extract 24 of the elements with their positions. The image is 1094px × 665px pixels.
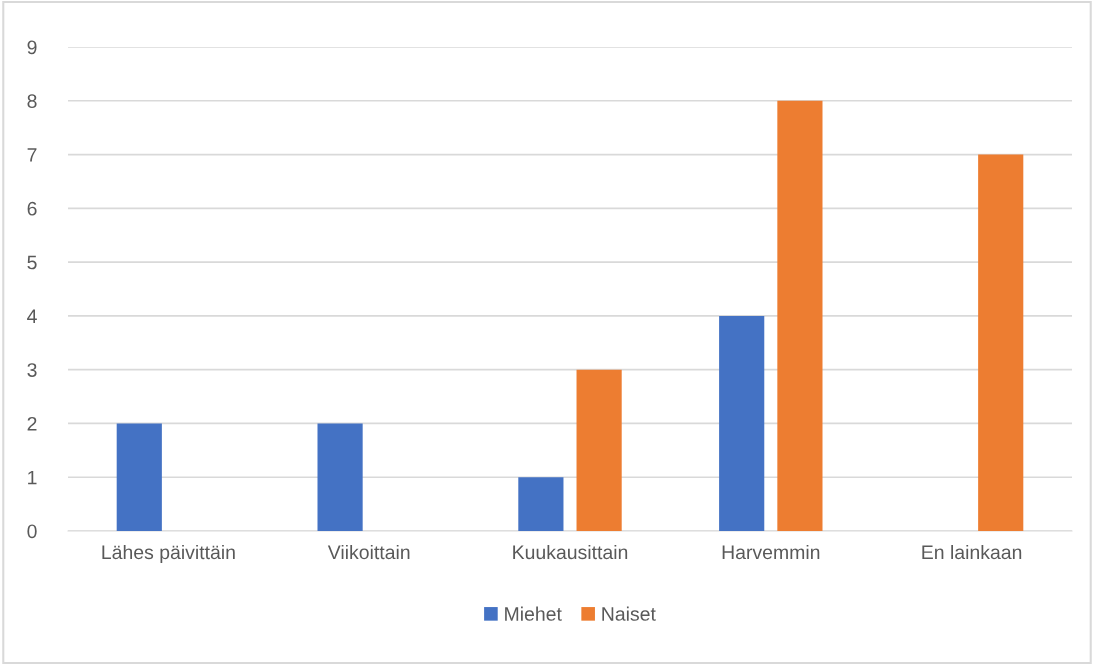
y-tick-label: 3 [27, 363, 37, 377]
x-tick-label: Harvemmin [722, 544, 820, 560]
bar [518, 477, 564, 531]
x-tick-label: Lähes päivittäin [102, 544, 235, 564]
bar [777, 100, 823, 531]
y-tick-label: 5 [27, 255, 37, 270]
y-tick-label: 4 [27, 309, 37, 323]
y-tick-label: 7 [27, 148, 37, 162]
bar [116, 423, 162, 531]
legend-label: Miehet [505, 606, 562, 621]
x-tick-label: Kuukausittain [513, 544, 628, 560]
y-tick-label: 9 [27, 40, 37, 55]
y-tick-label: 8 [27, 94, 37, 109]
bar [576, 369, 622, 531]
bar [317, 423, 363, 531]
bar [978, 154, 1024, 531]
y-tick-label: 0 [27, 524, 37, 539]
x-tick-label: Viikoittain [327, 544, 410, 560]
y-tick-label: 2 [27, 416, 37, 431]
legend-label: Naiset [602, 606, 656, 621]
y-tick-label: 6 [27, 201, 37, 216]
x-tick-label: En lainkaan [922, 544, 1022, 560]
y-tick-label: 1 [28, 470, 37, 485]
bar [719, 315, 765, 531]
